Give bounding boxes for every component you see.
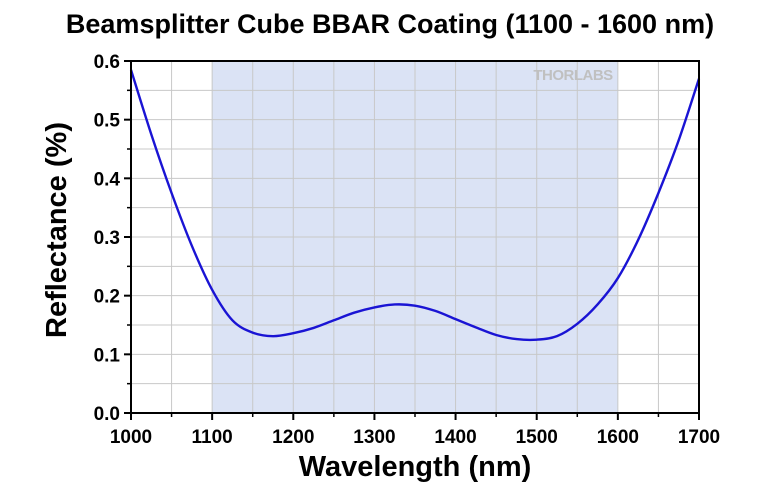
x-tick-label: 1700 [678, 427, 720, 448]
x-tick-label: 1100 [192, 427, 233, 448]
y-tick-label: 0.4 [94, 169, 121, 190]
thorlabs-watermark: THORLABS [533, 67, 613, 84]
y-tick-label: 0.5 [94, 111, 121, 132]
y-tick-label: 0.1 [94, 345, 121, 366]
x-axis-label: Wavelength (nm) [299, 451, 532, 483]
y-tick-label: 0.0 [94, 404, 120, 425]
x-tick-label: 1200 [272, 427, 314, 448]
y-tick-label: 0.2 [94, 287, 120, 308]
y-tick-label: 0.3 [94, 228, 120, 249]
y-tick-label: 0.6 [94, 52, 120, 73]
x-tick-label: 1300 [353, 427, 395, 448]
x-tick-label: 1600 [597, 427, 639, 448]
y-axis-label: Reflectance (%) [41, 122, 73, 338]
reflectance-curve [129, 69, 701, 342]
chart-title: Beamsplitter Cube BBAR Coating (1100 - 1… [66, 9, 714, 39]
x-tick-label: 1000 [110, 427, 152, 448]
x-tick-label: 1400 [434, 427, 476, 448]
x-tick-label: 1500 [516, 427, 558, 448]
